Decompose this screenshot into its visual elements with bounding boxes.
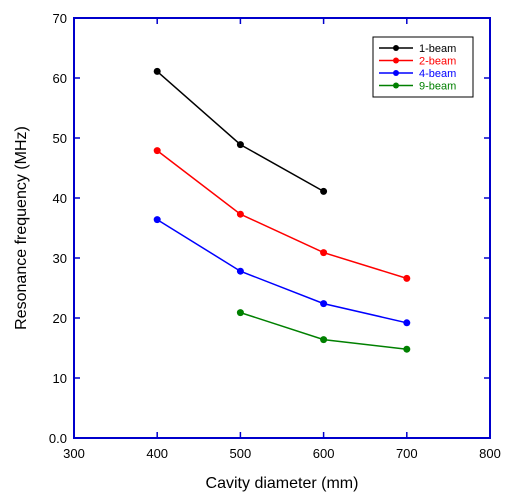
y-tick-label: 40 — [53, 191, 67, 206]
series-layer — [153, 67, 411, 353]
data-point-2-beam — [320, 249, 328, 257]
y-tick-label: 0.0 — [49, 431, 67, 446]
x-tick-label: 600 — [313, 446, 335, 461]
legend-swatch-marker — [393, 57, 399, 64]
data-point-9-beam — [320, 336, 328, 344]
y-axis: 0.0 10 20 30 40 50 60 70 — [49, 11, 490, 446]
series-line-4-beam — [156, 218, 407, 324]
x-axis: 300 400 500 600 700 800 — [63, 18, 501, 461]
legend-label: 9-beam — [419, 81, 456, 93]
legend-swatch-marker — [393, 70, 399, 76]
x-tick-label: 300 — [63, 446, 85, 461]
plot-frame — [73, 17, 491, 439]
data-point-4-beam — [236, 267, 244, 275]
data-point-2-beam — [236, 210, 244, 218]
data-point-1-beam — [153, 67, 161, 75]
data-point-4-beam — [153, 216, 161, 224]
x-tick-label: 800 — [479, 446, 501, 461]
y-tick-label: 60 — [53, 71, 67, 86]
legend-swatch-marker — [393, 45, 399, 51]
x-axis-label: Cavity diameter (mm) — [206, 475, 359, 492]
x-tick-label: 700 — [396, 446, 418, 461]
legend-swatch-marker — [393, 82, 399, 89]
y-tick-label: 30 — [53, 251, 67, 266]
series-line-9-beam — [240, 311, 407, 350]
x-tick-label: 400 — [146, 446, 168, 461]
data-point-4-beam — [403, 319, 411, 327]
legend-label: 1-beam — [419, 43, 456, 55]
data-point-2-beam — [153, 147, 161, 155]
series-line-2-beam — [156, 150, 408, 280]
y-tick-label: 70 — [53, 11, 67, 26]
legend-label: 2-beam — [419, 56, 456, 68]
data-point-2-beam — [403, 274, 411, 282]
legend-label: 4-beam — [419, 68, 456, 80]
y-tick-label: 50 — [53, 131, 67, 146]
data-point-1-beam — [236, 141, 244, 149]
y-tick-label: 20 — [53, 311, 67, 326]
x-tick-label: 500 — [230, 446, 252, 461]
data-point-1-beam — [320, 187, 328, 195]
y-tick-label: 10 — [53, 371, 67, 386]
y-axis-label: Resonance frequency (MHz) — [13, 126, 30, 330]
legend-box — [372, 36, 474, 98]
series-line-1-beam — [156, 70, 324, 193]
data-point-4-beam — [320, 300, 328, 308]
data-point-9-beam — [403, 345, 411, 353]
data-point-9-beam — [236, 309, 244, 317]
